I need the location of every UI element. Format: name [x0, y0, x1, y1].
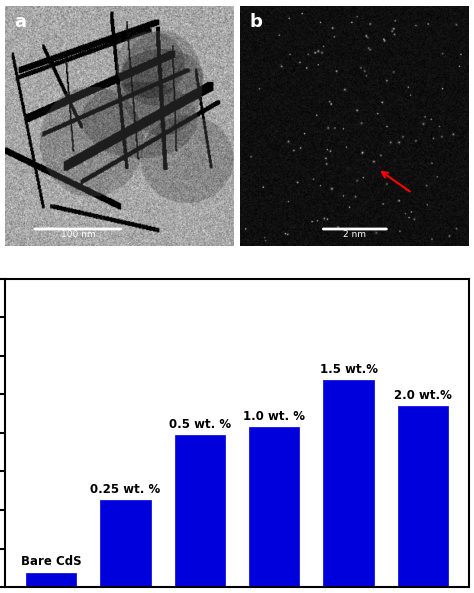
- Bar: [26, 573, 76, 587]
- Text: a: a: [14, 13, 26, 31]
- Bar: [100, 500, 151, 587]
- Text: Bare CdS: Bare CdS: [21, 556, 82, 568]
- Text: 100 nm: 100 nm: [61, 229, 95, 238]
- Text: 1.5 wt.%: 1.5 wt.%: [319, 363, 377, 375]
- Text: 2 nm: 2 nm: [343, 229, 366, 238]
- Text: 2.0 wt.%: 2.0 wt.%: [394, 388, 452, 401]
- Text: 0.5 wt. %: 0.5 wt. %: [169, 417, 231, 431]
- Bar: [398, 406, 448, 587]
- Text: 1.0 wt. %: 1.0 wt. %: [243, 410, 305, 423]
- Bar: [249, 427, 300, 587]
- Bar: [323, 380, 374, 587]
- Bar: [174, 435, 225, 587]
- Text: 0.25 wt. %: 0.25 wt. %: [91, 483, 161, 496]
- Text: b: b: [250, 13, 263, 31]
